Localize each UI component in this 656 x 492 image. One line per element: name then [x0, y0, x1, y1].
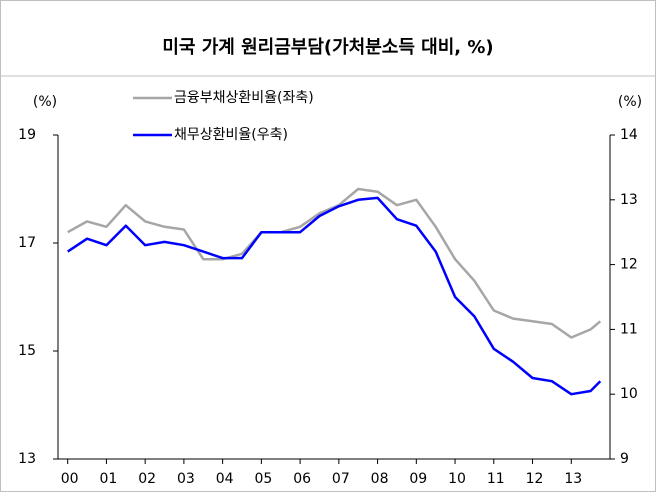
x-tick-label: 04 — [216, 471, 234, 487]
x-tick-label: 03 — [177, 471, 195, 487]
y-axis-label: (%) — [33, 94, 57, 110]
chart-title: 미국 가계 원리금부담(가처분소득 대비, %) — [162, 37, 493, 58]
y-tick-label: 15 — [18, 343, 36, 359]
x-tick-label: 06 — [293, 471, 311, 487]
x-tick-label: 10 — [448, 471, 466, 487]
y2-tick-label: 11 — [620, 321, 638, 337]
y-tick-label: 19 — [18, 127, 36, 143]
y2-tick-label: 9 — [620, 451, 629, 467]
y2-tick-label: 13 — [620, 192, 638, 208]
legend-label: 금융부채상환비율(좌축) — [174, 90, 314, 106]
y-tick-label: 13 — [18, 451, 36, 467]
x-tick-label: 08 — [371, 471, 389, 487]
x-tick-label: 13 — [564, 471, 582, 487]
series-line — [67, 196, 602, 396]
y2-tick-label: 12 — [620, 257, 638, 273]
x-tick-label: 02 — [138, 471, 156, 487]
x-tick-label: 07 — [332, 471, 350, 487]
x-tick-label: 00 — [61, 471, 79, 487]
y2-tick-label: 14 — [620, 127, 638, 143]
x-tick-label: 11 — [487, 471, 505, 487]
x-tick-label: 01 — [100, 471, 118, 487]
series-line — [67, 187, 602, 339]
y-tick-label: 17 — [18, 235, 36, 251]
y2-tick-label: 10 — [620, 386, 638, 402]
y2-axis-label: (%) — [618, 94, 642, 110]
x-tick-label: 05 — [254, 471, 272, 487]
legend-label: 채무상환비율(우축) — [174, 127, 288, 143]
x-tick-label: 09 — [409, 471, 427, 487]
x-tick-label: 12 — [526, 471, 544, 487]
